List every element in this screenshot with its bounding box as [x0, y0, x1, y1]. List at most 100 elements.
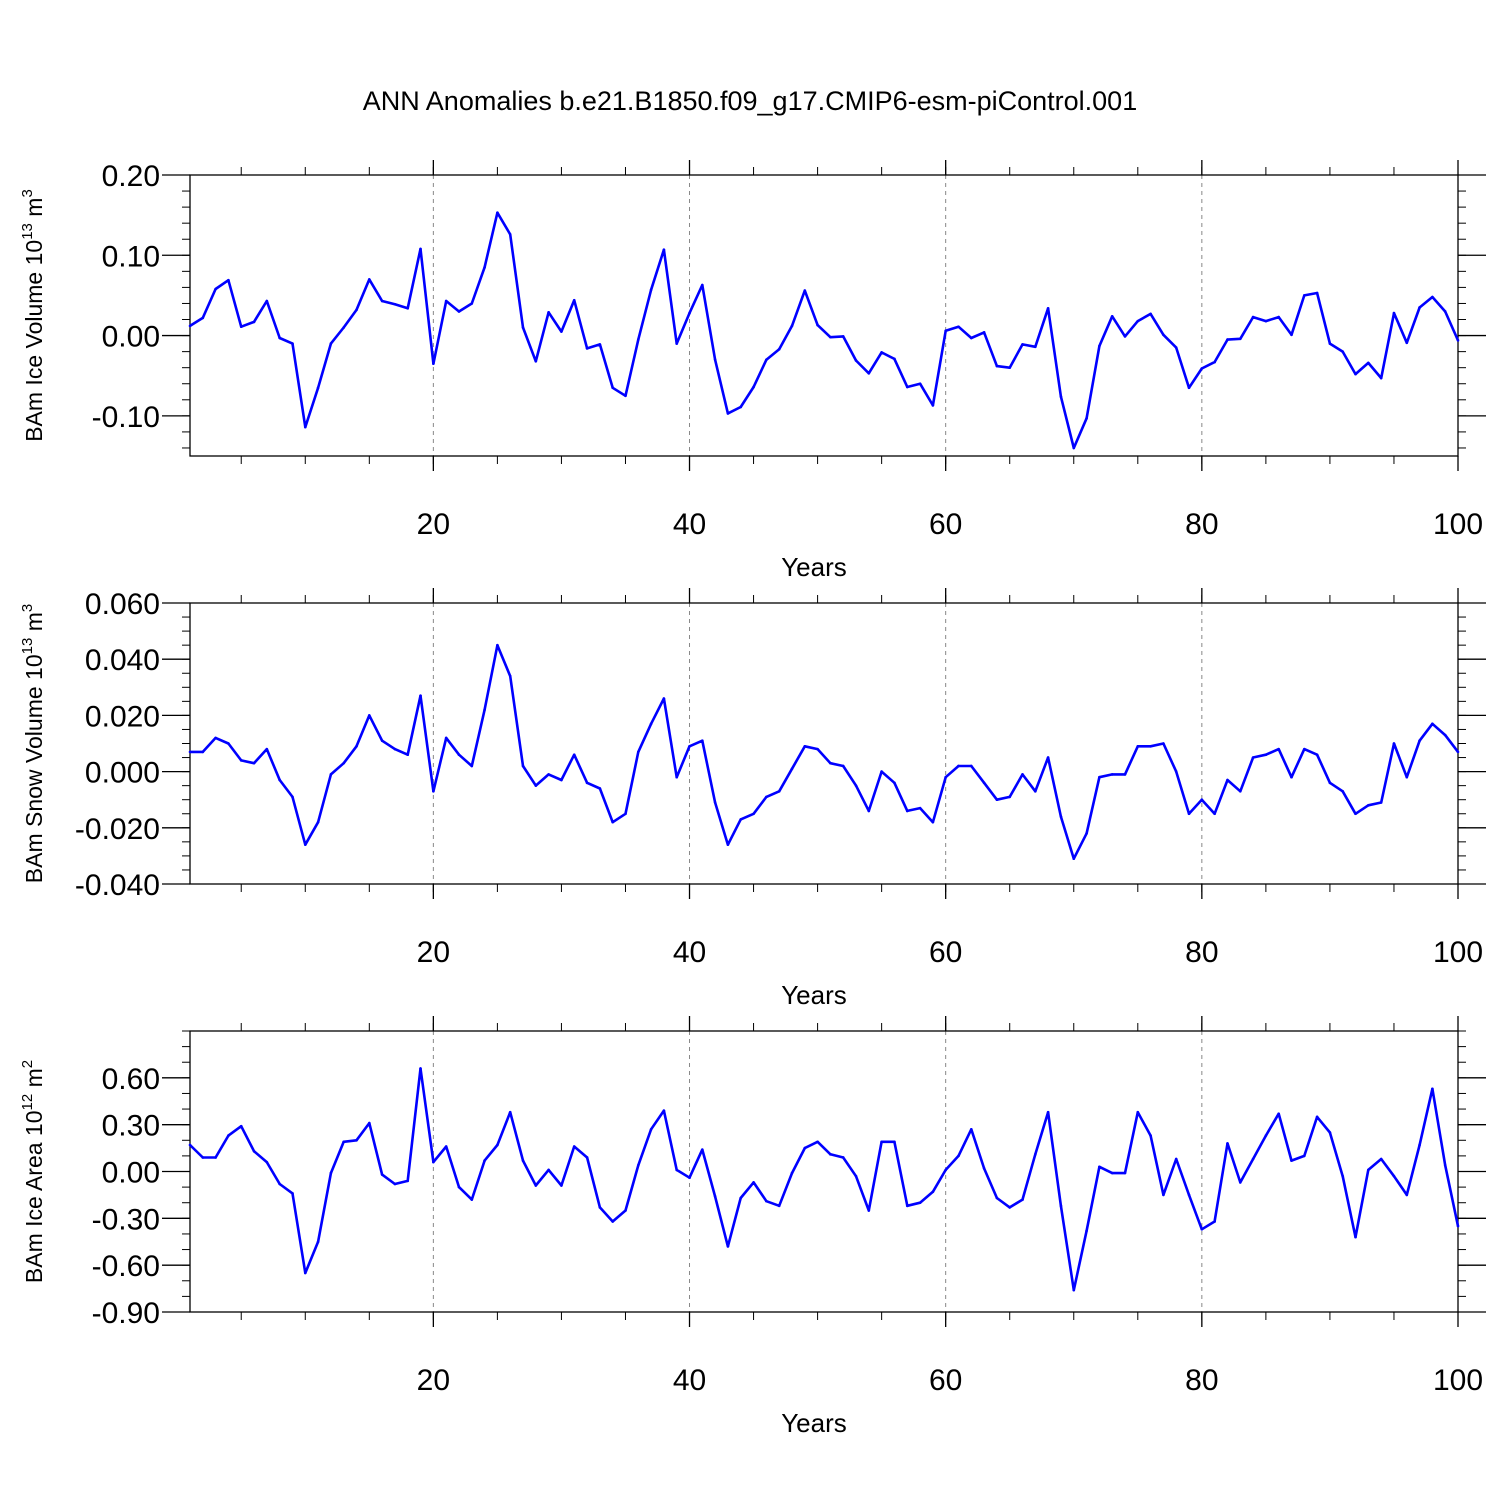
panel-2-data-point	[701, 739, 704, 742]
panel-1-data-point	[534, 359, 538, 363]
panel-2-data-point	[1303, 747, 1306, 751]
panel-3-data-point	[291, 1192, 294, 1195]
panel-1-data-point	[419, 247, 422, 251]
panel-3-data-point	[969, 1128, 973, 1131]
panel-3-data-point	[765, 1199, 768, 1203]
panel-1-data-point	[1085, 416, 1088, 420]
panel-1-data-point	[1226, 338, 1229, 341]
panel-1-data-point	[1110, 315, 1114, 318]
panel-2-data-point	[636, 750, 640, 754]
panel-3-data-point	[1315, 1115, 1319, 1119]
panel-1-data-point	[252, 320, 256, 324]
panel-3-x-tick-label: 80	[1185, 1364, 1218, 1397]
panel-3-data-point	[713, 1195, 717, 1198]
panel-3-data-point	[380, 1173, 384, 1176]
panel-1-data-point	[1021, 343, 1024, 346]
panel-3-data-point	[214, 1156, 217, 1159]
panel-3-data-point	[905, 1204, 909, 1208]
panel-2-y-tick-label: -0.040	[75, 869, 160, 902]
panel-1-data-point	[380, 299, 384, 303]
panel-1-data-point	[1379, 376, 1383, 380]
panel-3-data-point	[829, 1153, 832, 1156]
panel-3-y-tick-label: -0.30	[92, 1203, 160, 1236]
panel-3-data-point	[496, 1143, 499, 1147]
panel-3-data-point	[611, 1220, 614, 1223]
panel-1-data-point	[1303, 294, 1306, 297]
panel-2-data-point	[841, 764, 845, 768]
panel-2-data-point	[214, 736, 217, 740]
panel-3-data-point	[483, 1159, 486, 1162]
panel-3-data-point	[688, 1176, 691, 1180]
panel-3-data-point	[585, 1156, 589, 1159]
panel-2-x-tick-label: 60	[929, 936, 962, 969]
panel-3-data-point	[662, 1109, 666, 1112]
panel-2-x-tick-label: 20	[417, 936, 450, 969]
panel-1-data-point	[982, 331, 986, 334]
panel-3-data-point	[406, 1179, 410, 1183]
panel-3-data-point	[1034, 1153, 1037, 1156]
panel-2-x-axis-label: Years	[781, 980, 847, 1010]
panel-3-data-point	[1136, 1110, 1140, 1114]
panel-2-data-point	[470, 764, 474, 768]
panel-2-data-point	[1110, 773, 1114, 776]
panel-2-data-point	[1034, 789, 1037, 793]
panel-1-data-point	[406, 306, 410, 310]
panel-3-data-point	[368, 1121, 371, 1125]
panel-3-data-point	[1162, 1193, 1165, 1197]
panel-2-data-point	[1405, 775, 1409, 779]
panel-2-y-tick-label: 0.060	[85, 588, 160, 621]
panel-1-data-point	[611, 386, 614, 390]
panel-3-data-point	[1418, 1143, 1421, 1147]
panel-2-data-point	[1379, 801, 1383, 804]
panel-1-data-point	[355, 308, 358, 312]
panel-2-data-point	[918, 806, 922, 810]
panel-3-data-point	[457, 1185, 461, 1189]
panel-1-data-point	[1367, 361, 1370, 365]
panel-3-data-point	[1226, 1142, 1229, 1145]
panel-1-data-point	[444, 299, 448, 303]
panel-2-data-point	[1456, 750, 1460, 754]
panel-3-y-tick-label: -0.90	[92, 1297, 160, 1330]
panel-3-data-point	[1046, 1110, 1050, 1114]
panel-3-data-point	[1405, 1193, 1409, 1197]
panel-3-y-tick-label: -0.60	[92, 1250, 160, 1283]
panel-3-data-point	[726, 1245, 730, 1248]
panel-3-data-point	[1290, 1159, 1293, 1162]
panel-3-data-point	[1059, 1204, 1063, 1208]
panel-1-data-point	[841, 335, 845, 338]
panel-1-data-point	[1418, 306, 1421, 309]
panel-1-data-point	[560, 330, 563, 333]
panel-2-data-point	[496, 643, 499, 647]
panel-1-data-point	[598, 343, 602, 346]
panel-3-data-point	[867, 1209, 871, 1212]
panel-2-data-point	[777, 789, 781, 793]
panel-2-data-point	[1392, 742, 1396, 745]
panel-1-data-point	[957, 325, 960, 329]
panel-2-frame	[189, 602, 1459, 885]
panel-2-data-point	[1200, 798, 1204, 801]
panel-3-data-point	[918, 1201, 922, 1205]
panel-2-data-point	[1264, 753, 1268, 757]
panel-3-data-point	[777, 1204, 781, 1208]
panel-1-data-point	[393, 302, 397, 306]
panel-2-data-point	[252, 761, 256, 765]
panel-1-data-point	[1328, 342, 1332, 345]
panel-1-data-point	[624, 394, 627, 398]
panel-1-data-point	[547, 310, 550, 314]
panel-3-data-point	[470, 1198, 474, 1201]
panel-1-x-tick-label: 20	[417, 508, 450, 541]
panel-2-y-tick-label: 0.040	[85, 644, 160, 677]
panel-3-data-point	[547, 1168, 550, 1172]
panel-1-x-tick-label: 100	[1433, 508, 1483, 541]
panel-3-data-point	[1098, 1165, 1101, 1169]
panel-2-data-point	[278, 778, 281, 782]
panel-3-data-point	[1367, 1168, 1370, 1172]
panel-1-data-point	[316, 386, 320, 390]
panel-3-data-point	[1174, 1157, 1178, 1161]
panel-2-data-point	[739, 818, 743, 821]
panel-1-data-point	[675, 342, 679, 345]
panel-2-data-point	[547, 773, 550, 776]
panel-2-data-point	[560, 778, 563, 782]
panel-2-data-point	[598, 787, 602, 790]
panel-2-data-point	[1315, 753, 1319, 757]
